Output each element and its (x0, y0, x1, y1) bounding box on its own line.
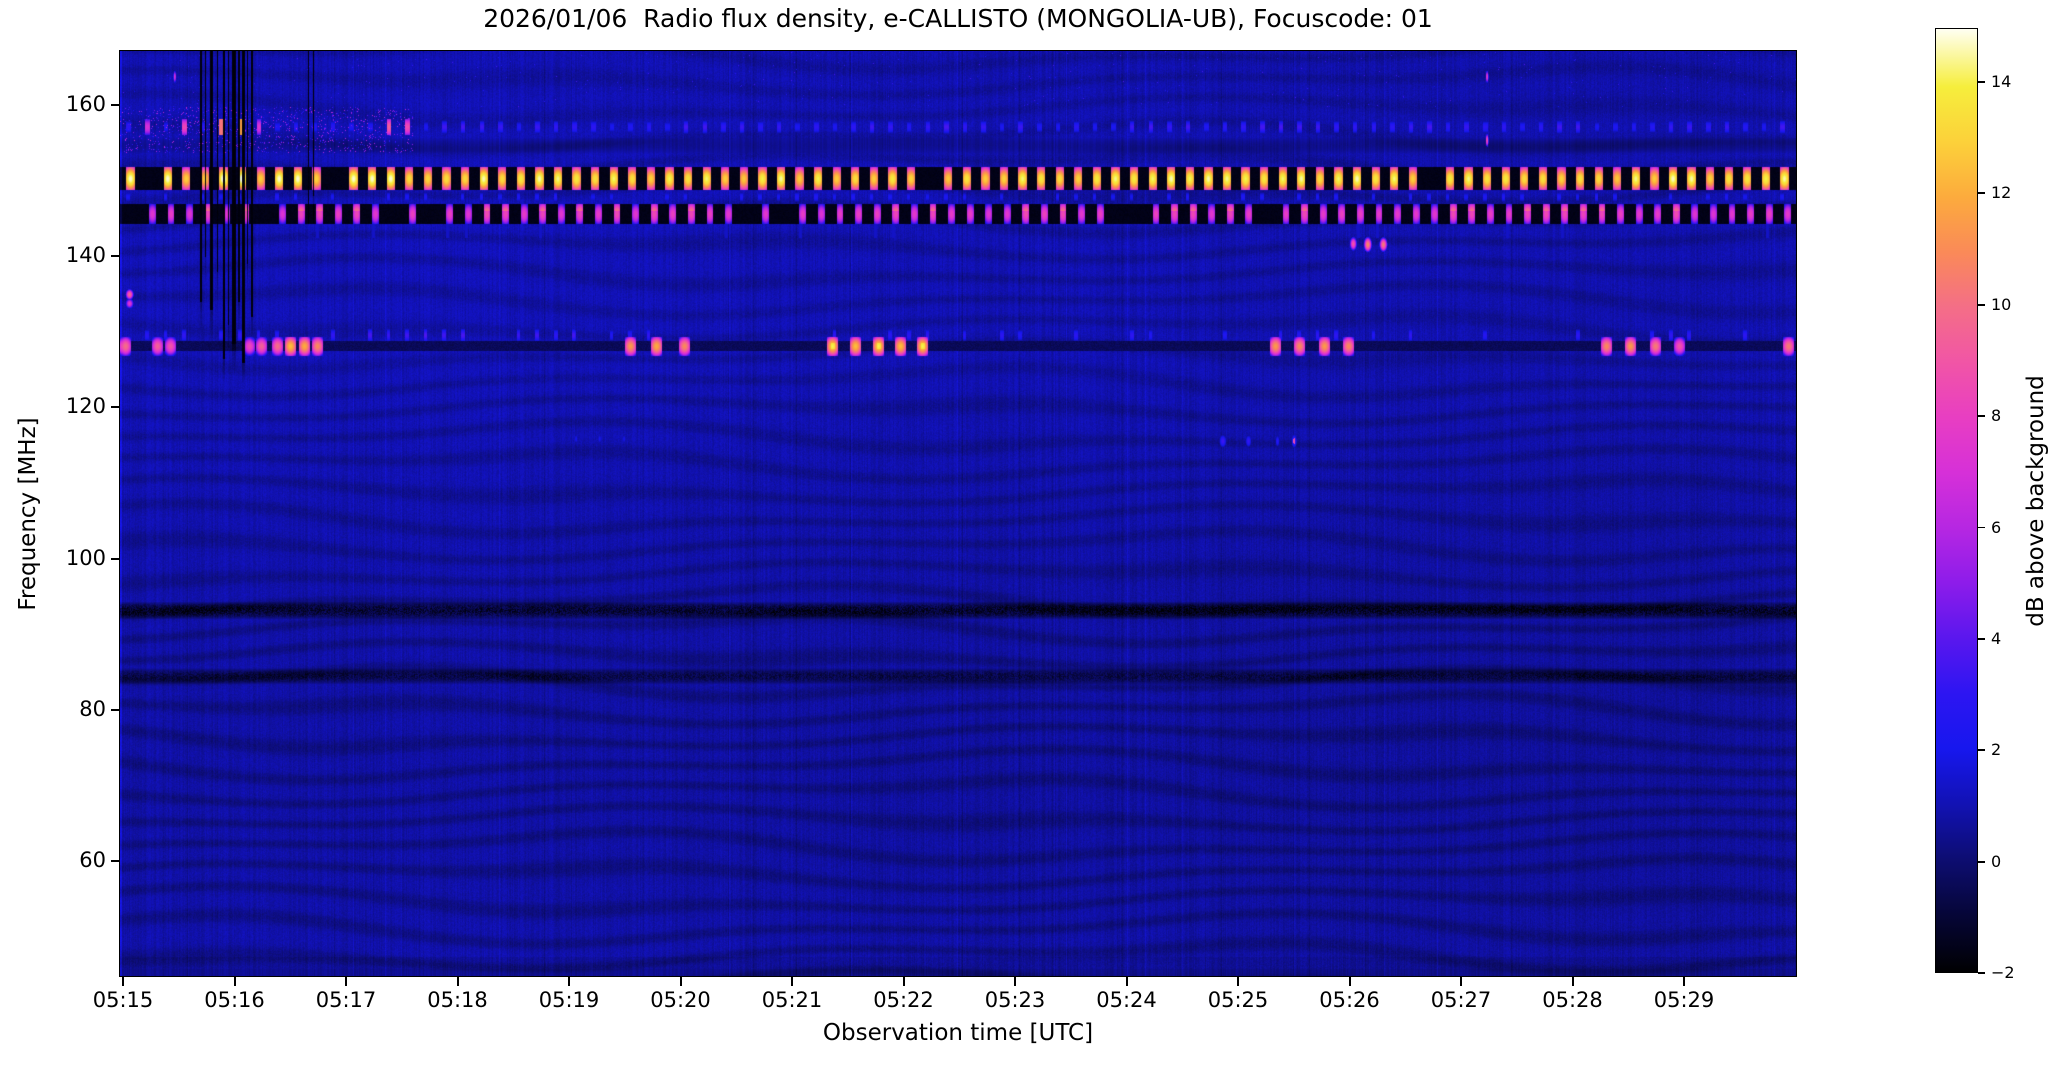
x-axis-tick-mark (902, 977, 905, 986)
colorbar-tick-mark (1978, 192, 1985, 195)
y-axis-tick-mark (111, 708, 120, 711)
x-axis-tick-label: 05:23 (984, 988, 1046, 1012)
x-axis-tick-mark (568, 977, 570, 986)
y-axis-tick-mark (111, 255, 120, 258)
x-axis-tick-label: 05:29 (1653, 988, 1715, 1012)
y-axis-tick-label: 140 (65, 243, 106, 268)
colorbar-tick-label: −2 (1991, 963, 2015, 983)
y-axis-tick-mark (111, 557, 120, 560)
colorbar-tick-label: 2 (1991, 740, 2002, 760)
x-axis-tick-label: 05:24 (1096, 988, 1157, 1012)
x-axis-tick-label: 05:18 (427, 988, 488, 1012)
x-axis-tick-mark (1683, 977, 1685, 986)
x-axis-tick-mark (1014, 977, 1016, 986)
colorbar-tick-label: 8 (1991, 406, 2002, 426)
y-axis-tick-mark (111, 104, 120, 106)
colorbar-tick-mark (1978, 81, 1985, 83)
spectrogram-image (120, 51, 1796, 976)
x-axis-tick-label: 05:25 (1207, 988, 1269, 1012)
colorbar-tick-label: 12 (1991, 183, 2012, 203)
colorbar-label: dB above background (2023, 375, 2049, 627)
colorbar-tick-mark (1978, 749, 1985, 752)
y-axis-tick-label: 60 (79, 848, 106, 872)
x-axis-tick-label: 05:16 (204, 988, 265, 1012)
colorbar-tick-mark (1978, 860, 1985, 863)
y-axis-tick-label: 160 (65, 92, 106, 116)
x-axis-tick-mark (345, 977, 347, 986)
x-axis-tick-label: 05:28 (1542, 988, 1603, 1012)
colorbar-tick-label: 4 (1991, 629, 2002, 648)
x-axis-tick-label: 05:19 (538, 988, 600, 1012)
y-axis-label: Frequency [MHz] (15, 417, 41, 611)
x-axis-tick-mark (122, 977, 124, 986)
x-axis-label: Observation time [UTC] (822, 1020, 1094, 1046)
x-axis-tick-label: 05:17 (315, 988, 377, 1012)
x-axis-tick-mark (1460, 977, 1462, 986)
y-axis-tick-mark (111, 860, 120, 862)
y-axis-tick-label: 100 (65, 545, 106, 570)
x-axis-tick-mark (233, 977, 236, 986)
colorbar-tick-label: 10 (1991, 294, 2012, 314)
x-axis-tick-label: 05:26 (1319, 988, 1380, 1012)
x-axis-tick-label: 05:22 (873, 988, 934, 1012)
colorbar-tick-mark (1978, 303, 1985, 306)
x-axis-tick-mark (679, 977, 682, 986)
colorbar-tick-mark (1978, 526, 1985, 529)
x-axis-tick-mark (1237, 977, 1239, 986)
x-axis-tick-mark (1348, 977, 1351, 986)
colorbar-tick-mark (1978, 972, 1985, 974)
colorbar-tick-label: 14 (1991, 72, 2012, 91)
colorbar-tick-label: 6 (1991, 517, 2002, 537)
y-axis-tick-mark (111, 406, 120, 409)
x-axis-tick-mark (1571, 977, 1574, 986)
x-axis-tick-mark (456, 977, 459, 986)
colorbar (1935, 28, 1978, 973)
x-axis-tick-mark (791, 977, 793, 986)
x-axis-tick-label: 05:27 (1430, 988, 1492, 1012)
y-axis-tick-label: 120 (65, 394, 106, 419)
colorbar-tick-mark (1978, 638, 1985, 640)
x-axis-tick-mark (1125, 977, 1128, 986)
x-axis-tick-label: 05:15 (92, 988, 154, 1012)
colorbar-tick-label: 0 (1991, 851, 2002, 871)
plot-title: 2026/01/06 Radio flux density, e-CALLIST… (483, 4, 1433, 33)
x-axis-tick-label: 05:20 (650, 988, 711, 1012)
colorbar-tick-mark (1978, 415, 1985, 417)
x-axis-tick-label: 05:21 (761, 988, 823, 1012)
y-axis-tick-label: 80 (79, 696, 106, 721)
